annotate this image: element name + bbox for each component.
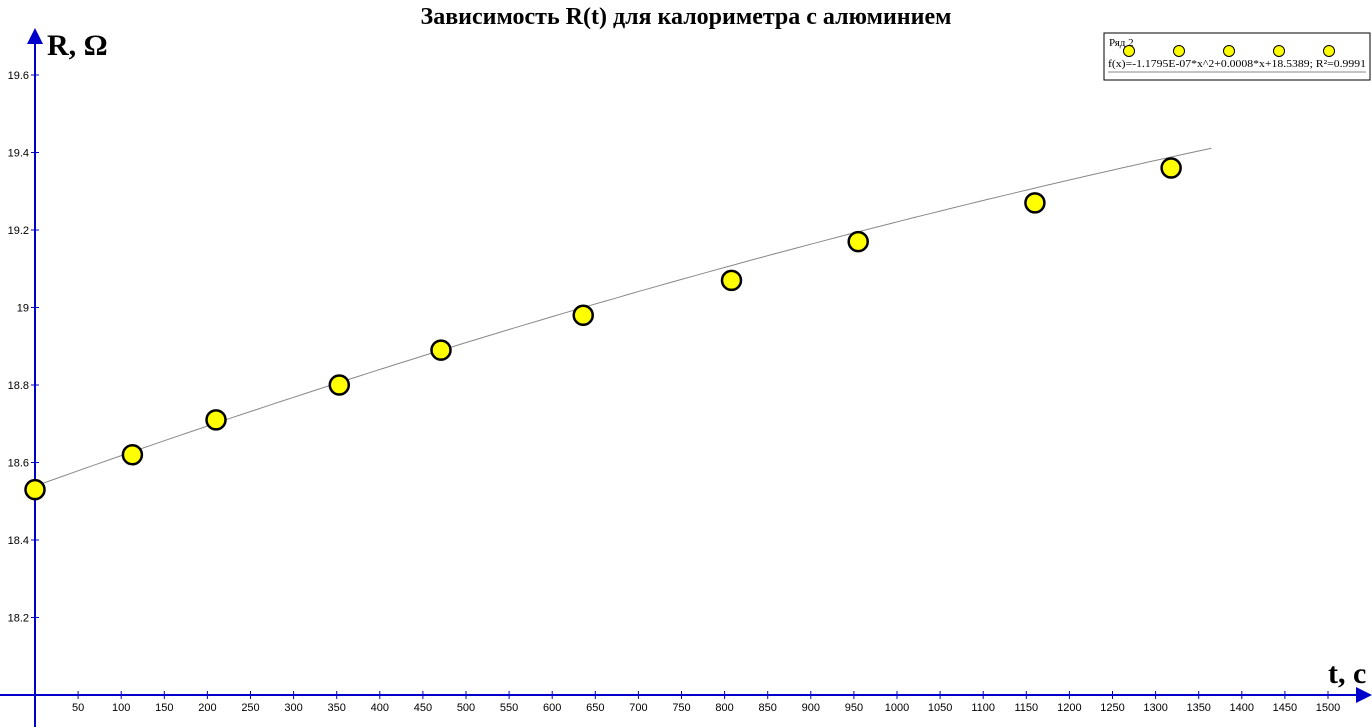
x-tick-label: 1500 — [1316, 702, 1340, 714]
x-tick-label: 50 — [72, 702, 84, 714]
legend-marker — [1273, 45, 1285, 57]
data-point — [572, 304, 594, 326]
x-ticks: 50 100 150 200 250 300 350 400 450 500 550 600 650 70… — [72, 691, 1340, 714]
y-tick-label: 18.8 — [8, 380, 29, 392]
fit-curve — [34, 147, 1212, 487]
data-point — [1024, 192, 1046, 214]
x-tick-label: 200 — [198, 702, 216, 714]
legend-marker — [1323, 45, 1335, 57]
legend-marker — [1223, 45, 1235, 57]
y-tick-label: 18.6 — [8, 458, 29, 470]
data-point — [328, 374, 351, 396]
data-point — [121, 444, 144, 466]
y-axis-arrow — [27, 28, 43, 44]
data-point — [430, 339, 452, 361]
data-point — [24, 478, 46, 501]
x-tick-label: 1000 — [885, 702, 909, 714]
x-tick-label: 700 — [629, 702, 647, 714]
legend-marker — [1173, 45, 1185, 57]
y-tick-label: 19 — [17, 303, 29, 315]
x-tick-label: 1150 — [1014, 702, 1038, 714]
x-tick-label: 300 — [284, 702, 302, 714]
x-tick-label: 250 — [241, 702, 259, 714]
x-tick-label: 850 — [759, 702, 777, 714]
x-tick-label: 550 — [500, 702, 518, 714]
x-tick-label: 750 — [672, 702, 690, 714]
y-tick-label: 18.2 — [8, 613, 29, 625]
points-layer — [24, 157, 1182, 501]
legend: Ряд 2 f(x)=-1.1795E-07*x^2+0.0008*x+18.5… — [1103, 32, 1371, 81]
x-tick-label: 1050 — [928, 702, 952, 714]
x-tick-label: 1400 — [1230, 702, 1254, 714]
x-axis-label: t, c — [1328, 657, 1366, 690]
fit-layer — [34, 147, 1212, 487]
x-tick-label: 800 — [715, 702, 733, 714]
y-tick-label: 19.2 — [8, 225, 29, 237]
data-point — [720, 269, 743, 292]
x-tick-label: 600 — [543, 702, 561, 714]
x-tick-label: 1450 — [1273, 702, 1297, 714]
x-tick-label: 150 — [155, 702, 173, 714]
x-tick-label: 500 — [457, 702, 475, 714]
x-tick-label: 1200 — [1057, 702, 1081, 714]
legend-marker — [1123, 45, 1135, 57]
y-tick-label: 19.6 — [8, 70, 29, 82]
chart-title: Зависимость R(t) для калориметра с алюми… — [421, 4, 952, 30]
y-ticks: 18.2 18.4 18.6 18.8 19 19.2 19.4 19.6 — [8, 70, 39, 625]
y-tick-label: 19.4 — [8, 148, 29, 160]
x-axis-arrow — [1356, 687, 1372, 703]
legend-fit-label: f(x)=-1.1795E-07*x^2+0.0008*x+18.5389; R… — [1108, 58, 1366, 70]
x-tick-label: 350 — [328, 702, 346, 714]
x-tick-label: 1300 — [1143, 702, 1167, 714]
x-tick-label: 950 — [845, 702, 863, 714]
x-tick-label: 1100 — [971, 702, 995, 714]
y-tick-label: 18.4 — [8, 535, 29, 547]
x-tick-label: 900 — [802, 702, 820, 714]
legend-markers — [1123, 45, 1335, 57]
x-tick-label: 1250 — [1100, 702, 1124, 714]
x-tick-label: 1350 — [1186, 702, 1210, 714]
data-point — [205, 409, 227, 431]
x-tick-label: 650 — [586, 702, 604, 714]
x-tick-label: 100 — [112, 702, 130, 714]
x-tick-label: 450 — [414, 702, 432, 714]
data-point — [1160, 157, 1182, 179]
x-tick-label: 400 — [371, 702, 389, 714]
data-point — [847, 230, 869, 253]
y-axis-label: R, Ω — [47, 29, 108, 62]
